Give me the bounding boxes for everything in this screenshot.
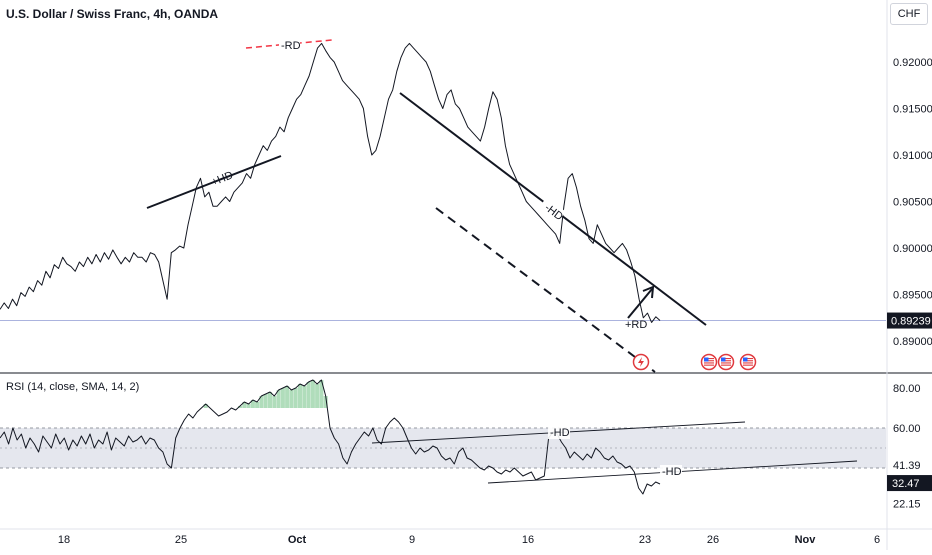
- flag-stripe: [721, 360, 731, 362]
- rsi-tick-label: 41.39: [893, 460, 921, 472]
- rsi-tick-label: 80.00: [893, 383, 921, 395]
- rsi-tick-label: 60.00: [893, 423, 921, 435]
- flag-stripe: [721, 358, 731, 360]
- price-series-line: [0, 42, 661, 323]
- time-tick-label: Oct: [288, 534, 307, 546]
- rsi-hd-lower-label: -HD: [662, 466, 682, 478]
- rsi-last-label: 32.47: [892, 478, 920, 490]
- price-tick-label: 0.90500: [893, 197, 932, 209]
- flag-canton: [704, 357, 709, 362]
- time-tick-label: 16: [522, 534, 534, 546]
- time-tick-label: 26: [707, 534, 719, 546]
- minus-hd-label-bg: [538, 197, 566, 223]
- us-flag-event-icon: [739, 353, 757, 371]
- flag-stripe: [743, 362, 753, 364]
- flag-canton: [721, 357, 726, 362]
- price-tick-label: 0.89000: [893, 336, 932, 348]
- time-tick-label: 23: [639, 534, 651, 546]
- minus-rd-label: -RD: [281, 40, 301, 52]
- flag-stripe: [743, 364, 753, 366]
- plus-hd-line: [146, 155, 282, 209]
- flash-glyph: [638, 357, 644, 367]
- us-flag-event-icon: [717, 353, 735, 371]
- time-tick-label: 9: [409, 534, 415, 546]
- last-price-tag: [887, 312, 932, 329]
- flag-canton: [743, 357, 748, 362]
- plus-rd-label: +RD: [625, 319, 647, 331]
- flag-stripe: [704, 362, 714, 364]
- flag-stripe: [704, 364, 714, 366]
- time-tick-label: Nov: [795, 534, 817, 546]
- flag-stripe: [704, 360, 714, 362]
- time-tick-label: 6: [874, 534, 880, 546]
- price-tick-label: 0.91500: [893, 104, 932, 116]
- rsi-band: [0, 428, 886, 468]
- us-flag-event-icon: [700, 353, 718, 371]
- last-price-label: 0.89239: [891, 316, 931, 328]
- rsi-hd-upper-label-bg: [548, 426, 570, 439]
- time-tick-label: 18: [58, 534, 70, 546]
- projection-arrow-head: [642, 285, 655, 299]
- projection-arrow: [627, 288, 653, 319]
- minus-rd-label-bg: [279, 38, 300, 52]
- flag-stripe: [704, 358, 714, 360]
- price-tick-label: 0.90000: [893, 243, 932, 255]
- rsi-legend[interactable]: RSI (14, close, SMA, 14, 2): [6, 381, 140, 393]
- flag-stripe: [743, 358, 753, 360]
- price-tick-label: 0.91000: [893, 150, 932, 162]
- price-tick-label: 0.89500: [893, 290, 932, 302]
- flag-stripe: [743, 360, 753, 362]
- channel-dashed-line: [435, 207, 656, 373]
- currency-button[interactable]: CHF: [890, 3, 928, 25]
- time-tick-label: 25: [175, 534, 187, 546]
- flag-stripe: [721, 362, 731, 364]
- flag-stripe: [721, 364, 731, 366]
- rsi-last-tag: [887, 475, 932, 492]
- price-tick-label: 0.92000: [893, 57, 932, 69]
- rsi-hd-lower-label-bg: [660, 465, 682, 478]
- rsi-hd-upper-label: -HD: [550, 427, 570, 439]
- plus-hd-label: +HD: [210, 169, 235, 189]
- chart-title: U.S. Dollar / Swiss Franc, 4h, OANDA: [6, 7, 219, 21]
- rsi-tick-label: 22.15: [893, 499, 921, 511]
